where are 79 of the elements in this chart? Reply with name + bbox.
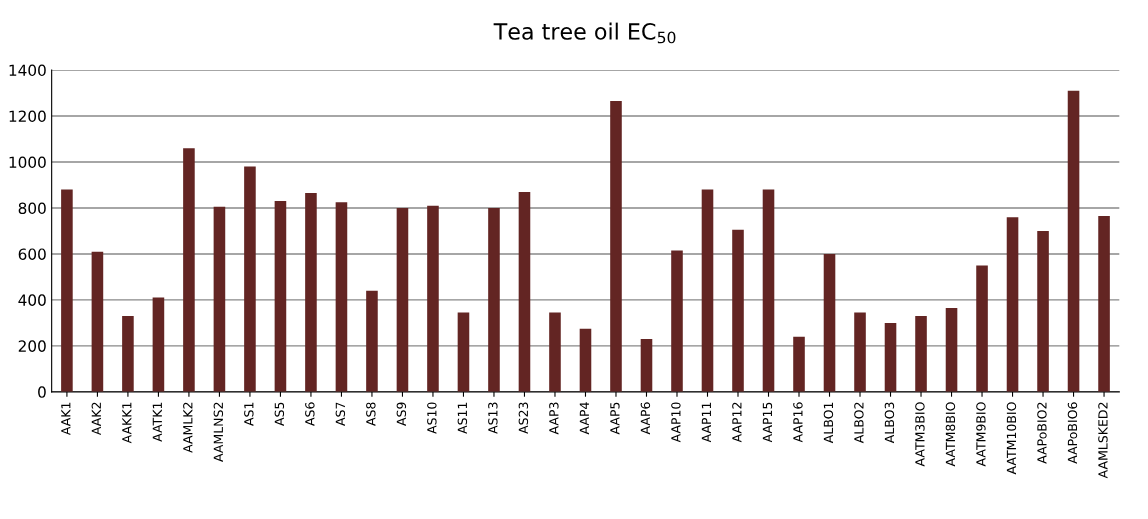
x-tick-label: AS13 bbox=[488, 402, 498, 434]
x-tick-label: AS5 bbox=[274, 402, 285, 426]
bar bbox=[732, 229, 744, 392]
bar bbox=[793, 336, 805, 392]
x-tick-label: AS1 bbox=[244, 402, 254, 426]
bar bbox=[213, 206, 226, 392]
x-tick-label: AS7 bbox=[335, 402, 346, 426]
bar bbox=[854, 312, 866, 392]
x-tick-label: AS10 bbox=[427, 402, 437, 434]
bar bbox=[335, 202, 348, 392]
x-tick-label: AATM8BIO bbox=[945, 402, 956, 467]
x-tick-label: AAMLSKED2 bbox=[1098, 402, 1108, 479]
bar bbox=[152, 297, 165, 392]
bar bbox=[427, 205, 439, 392]
bar bbox=[61, 189, 73, 392]
y-tick-label: 1000 bbox=[9, 156, 46, 169]
bar bbox=[762, 189, 775, 392]
bar bbox=[488, 207, 500, 392]
x-tick-label: AAP3 bbox=[549, 402, 559, 435]
y-tick-label: 200 bbox=[18, 340, 46, 352]
x-tick-label: AAK1 bbox=[61, 402, 71, 436]
x-tick-label: ALBO2 bbox=[854, 402, 864, 444]
x-tick-label: AAP12 bbox=[732, 402, 742, 443]
bar bbox=[183, 148, 195, 392]
x-tick-label: AS6 bbox=[305, 402, 315, 426]
x-tick-label: ALBO3 bbox=[884, 402, 895, 444]
y-tick-label: 800 bbox=[18, 202, 46, 214]
x-tick-label: AAMLK2 bbox=[183, 402, 193, 453]
y-tick-label: 1400 bbox=[9, 64, 46, 77]
x-tick-label: AATK1 bbox=[152, 402, 162, 442]
x-tick-label: AAP6 bbox=[640, 402, 651, 435]
bar bbox=[244, 166, 256, 392]
bar bbox=[579, 328, 592, 392]
chart-title: Tea tree oil EC$_{50}$ bbox=[493, 22, 676, 44]
bar bbox=[274, 201, 287, 392]
bar bbox=[1037, 230, 1049, 392]
bar bbox=[396, 207, 409, 392]
bar bbox=[549, 312, 561, 392]
bar bbox=[976, 265, 988, 392]
x-tick-label: AATM3BIO bbox=[915, 402, 925, 467]
x-tick-label: AAP16 bbox=[793, 402, 803, 443]
x-tick-label: AAPoBIO6 bbox=[1067, 402, 1078, 464]
bar bbox=[305, 193, 317, 392]
x-tick-label: AAP5 bbox=[610, 402, 620, 435]
bar bbox=[122, 316, 134, 392]
bar bbox=[610, 101, 622, 392]
x-tick-label: AAP11 bbox=[701, 402, 711, 443]
x-tick-label: AAMLNS2 bbox=[213, 402, 224, 462]
bar bbox=[91, 251, 104, 392]
x-tick-label: AS11 bbox=[457, 402, 468, 434]
bar bbox=[671, 250, 683, 392]
bar bbox=[640, 338, 653, 392]
x-tick-label: AAKK1 bbox=[122, 402, 132, 444]
y-tick-label: 0 bbox=[38, 386, 46, 398]
bar bbox=[884, 322, 897, 392]
bar bbox=[701, 189, 714, 392]
bar bbox=[518, 191, 531, 392]
bar bbox=[1098, 216, 1110, 392]
bar bbox=[366, 290, 378, 392]
x-tick-label: AAP15 bbox=[762, 402, 773, 443]
y-tick-label: 600 bbox=[18, 248, 46, 260]
x-tick-label: AS9 bbox=[396, 402, 407, 426]
bar bbox=[1006, 217, 1019, 392]
bar bbox=[945, 307, 958, 392]
x-tick-label: AATM10BIO bbox=[1006, 402, 1017, 475]
x-tick-label: AS23 bbox=[518, 402, 529, 434]
x-tick-label: AAK2 bbox=[91, 402, 101, 436]
x-tick-label: ALBO1 bbox=[823, 402, 834, 444]
bar bbox=[915, 316, 927, 392]
bar bbox=[823, 253, 836, 392]
x-tick-label: AAPoBIO2 bbox=[1037, 402, 1047, 464]
y-tick-label: 400 bbox=[18, 294, 46, 306]
x-tick-label: AATM9BIO bbox=[976, 402, 986, 467]
x-tick-label: AAP4 bbox=[579, 402, 589, 435]
bar bbox=[1067, 90, 1080, 392]
x-tick-label: AAP10 bbox=[671, 402, 681, 443]
x-tick-label: AS8 bbox=[366, 402, 376, 426]
bar bbox=[457, 312, 470, 392]
y-tick-label: 1200 bbox=[9, 110, 46, 123]
